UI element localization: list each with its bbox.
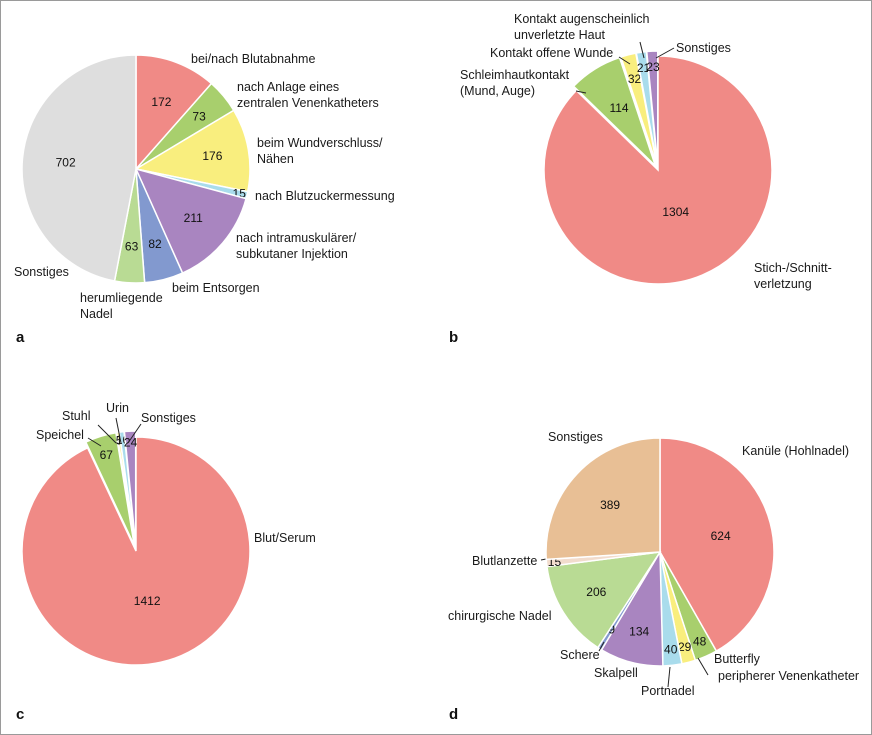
slice-value-label: 48 [693,635,707,649]
slice-category-label: Blutlanzette [472,554,537,568]
slice-value-label: 702 [56,155,76,169]
panel-letter: c [16,706,24,723]
slice-category-label: Stuhl [62,409,91,423]
slice-category-label: Kanüle (Hohlnadel) [742,444,849,458]
slice-value-label: 23 [646,60,660,74]
slice-category-label: Speichel [36,428,84,442]
slice-category-label: chirurgische Nadel [448,609,552,623]
slice-value-label: 172 [151,95,171,109]
slice-category-label: nach Anlage eines zentralen Venenkatheter… [237,80,379,110]
leader-line [639,41,645,59]
pie-slice [543,55,773,285]
leader-line [97,424,117,444]
leader-line [598,641,605,652]
slice-category-label: herumliegende Nadel [80,291,163,321]
slice-value-label: 134 [629,624,649,638]
slice-value-label: 114 [609,101,628,115]
slice-value-label: 1304 [662,205,689,219]
pie-slice [546,551,662,649]
pie-slice [659,437,775,653]
slice-value-label: 9 [608,622,615,636]
slice-value-label: 32 [628,72,642,86]
slice-value-label: 40 [664,642,678,656]
slice-category-label: nach intramuskulärer/subkutaner Injektio… [236,231,357,261]
pie-slice [545,437,661,561]
leader-line [115,417,122,444]
slice-value-label: 24 [124,436,138,450]
slice-category-label: Blut/Serum [254,531,316,545]
slice-value-label: 176 [202,149,222,163]
slice-category-label: Schere [560,648,600,662]
slice-value-label: 624 [711,529,731,543]
leader-line [575,90,587,94]
pie-chart-a: 172 bei/nach Blutabnahme 73 nach Anlage ein… [14,52,395,346]
slice-category-label: beim Wundverschluss/Nähen [257,136,383,166]
slice-value-label: 29 [678,640,692,654]
slice-value-label: 5 [116,433,123,447]
slice-category-label: Urin [106,401,129,415]
slice-category-label: Sonstiges [548,430,603,444]
pie-chart-d: 624 Kanüle (Hohlnadel) 48 Butterfly 29 periph… [448,430,859,723]
pie-slice [645,50,659,166]
slice-value-label: 211 [184,211,203,225]
slice-value-label: 67 [100,448,114,462]
pie-slice [135,54,213,171]
slice-category-label: Schleimhautkontakt (Mund, Auge) [460,68,570,98]
leader-line [87,437,102,447]
slice-category-label: beim Entsorgen [172,281,260,295]
slice-value-label: 73 [192,110,206,124]
pie-slice [133,109,251,193]
slice-category-label: Stich-/Schnitt-verletzung [754,261,832,291]
slice-category-label: Kontakt augenscheinlich unverletzte Haut [514,12,650,42]
slice-value-label: 82 [148,237,162,251]
leader-line [697,657,709,676]
leader-line [655,47,675,59]
panel-letter: d [449,706,458,723]
slice-category-label: Butterfly [714,652,761,666]
leader-line [618,56,631,65]
pie-chart-b: 1304 Stich-/Schnitt-verletzung 114 Schleimh… [449,12,832,346]
slice-category-label: Sonstiges [14,265,69,279]
leader-line [127,423,142,444]
pie-slice [21,436,251,666]
pie-slice [134,167,248,275]
slice-value-label: 63 [125,239,139,253]
slice-category-label: Sonstiges [676,41,731,55]
slice-value-label: 206 [586,585,606,599]
slice-value-label: 1412 [134,594,161,608]
leader-line [667,666,671,688]
pie-slice [84,431,135,546]
slice-category-label: Sonstiges [141,411,196,425]
slice-category-label: nach Blutzuckermessung [255,189,395,203]
pie-slice [21,54,137,282]
slice-value-label: 21 [637,61,651,75]
slice-category-label: Kontakt offene Wunde [490,46,613,60]
slice-category-label: Skalpell [594,666,638,680]
panel-letter: b [449,329,458,346]
slice-category-label: Portnadel [641,684,695,698]
slice-value-label: 389 [600,498,620,512]
slice-category-label: bei/nach Blutabnahme [191,52,315,66]
slice-category-label: peripherer Venenkatheter [718,669,859,683]
panel-letter: a [16,329,25,346]
